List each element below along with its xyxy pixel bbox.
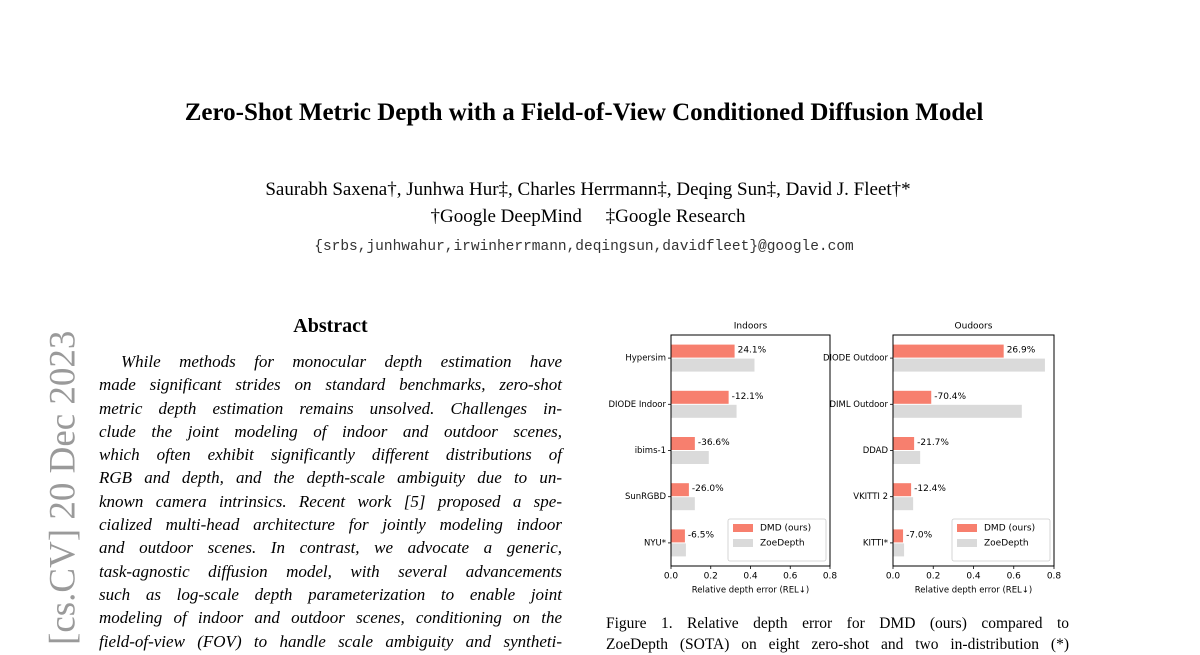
- y-tick-label: DIML Outdoor: [829, 400, 888, 410]
- y-tick-label: Hypersim: [625, 354, 666, 364]
- affiliations: †Google DeepMind ‡Google Research: [430, 206, 746, 227]
- y-tick-label: SunRGBD: [625, 492, 666, 502]
- abstract-line: modeling of indoor and outdoor scenes, c…: [99, 608, 562, 628]
- bar: [671, 437, 695, 450]
- abstract-line: such as log-scale depth parameterization…: [99, 584, 562, 604]
- bar-annotation: -7.0%: [906, 530, 933, 540]
- bar-annotation: -12.4%: [914, 484, 946, 494]
- bar: [671, 451, 709, 464]
- y-tick-label: DIODE Outdoor: [823, 354, 889, 364]
- abstract-line: While methods for monocular depth estima…: [121, 352, 562, 371]
- paper-title: Zero-Shot Metric Depth with a Field-of-V…: [184, 99, 984, 126]
- legend-label: ZoeDepth: [760, 539, 805, 549]
- bar: [893, 358, 1045, 372]
- bar: [893, 437, 915, 450]
- x-tick-label: 0.2: [926, 572, 940, 582]
- plot-frame: [670, 334, 831, 567]
- authors: Saurabh Saxena†, Junhwa Hur‡, Charles He…: [265, 179, 911, 200]
- x-tick-label: 0.8: [1047, 572, 1062, 582]
- bar: [893, 543, 905, 557]
- bar: [893, 529, 904, 543]
- y-tick-label: NYU*: [644, 538, 666, 548]
- bar-annotation: -70.4%: [934, 392, 966, 402]
- caption-line: Figure 1. Relative depth error for DMD (…: [606, 615, 1069, 632]
- legend-swatch: [733, 539, 753, 547]
- y-tick-label: KITTI*: [863, 538, 888, 548]
- legend-label: DMD (ours): [760, 524, 811, 534]
- bar: [671, 483, 689, 497]
- x-tick-label: 0.6: [783, 572, 798, 582]
- legend-label: DMD (ours): [984, 524, 1035, 534]
- x-axis-label: Relative depth error (REL↓): [915, 586, 1032, 596]
- bar: [671, 404, 737, 418]
- legend-label: ZoeDepth: [984, 539, 1029, 549]
- abstract-line: and outdoor scenes. In contrast, we advo…: [99, 538, 562, 558]
- bar: [893, 344, 1004, 358]
- abstract-line: made significant strides on standard ben…: [99, 375, 562, 395]
- abstract-line: known camera intrinsics. Recent work [5]…: [99, 491, 562, 511]
- bar-annotation: 24.1%: [738, 346, 767, 356]
- x-tick-label: 0.4: [743, 572, 758, 582]
- legend-swatch: [957, 524, 977, 532]
- y-tick-label: DIODE Indoor: [608, 400, 666, 410]
- abstract-heading: Abstract: [293, 315, 368, 337]
- x-tick-label: 0.4: [966, 572, 981, 582]
- legend-swatch: [957, 539, 977, 547]
- bar-annotation: -12.1%: [732, 392, 764, 402]
- abstract-line: field-of-view (FOV) to handle scale ambi…: [99, 631, 562, 651]
- figure-caption: Figure 1. Relative depth error for DMD (…: [606, 613, 1069, 655]
- bar-annotation: 26.9%: [1007, 346, 1036, 356]
- emails: {srbs,junhwahur,irwinherrmann,deqingsun,…: [314, 239, 854, 255]
- abstract-line: clude the joint modeling of indoor and o…: [99, 421, 562, 441]
- bar: [671, 358, 755, 372]
- chart-title: Indoors: [734, 322, 768, 332]
- x-tick-label: 0.2: [704, 572, 718, 582]
- y-tick-label: VKITTI 2: [853, 492, 888, 502]
- x-axis-label: Relative depth error (REL↓): [692, 586, 809, 596]
- bar: [893, 497, 914, 511]
- bar: [671, 344, 735, 358]
- bar-annotation: -6.5%: [688, 530, 715, 540]
- caption-line: ZoeDepth (SOTA) on eight zero-shot and t…: [606, 636, 1069, 653]
- x-tick-label: 0.8: [823, 572, 838, 582]
- abstract-line: RGB and depth, and the depth-scale ambig…: [99, 468, 562, 488]
- bar: [893, 404, 1022, 418]
- bar-annotation: -26.0%: [692, 484, 724, 494]
- bar: [893, 451, 921, 464]
- x-tick-label: 0.0: [886, 572, 901, 582]
- bar-annotation: -36.6%: [698, 438, 730, 448]
- bar: [671, 543, 686, 557]
- abstract-line: which often exhibit significantly differ…: [99, 445, 562, 465]
- abstract-line: cialized multi-head architecture for joi…: [99, 515, 562, 535]
- bar-annotation: -21.7%: [917, 438, 949, 448]
- x-tick-label: 0.0: [664, 572, 679, 582]
- y-tick-label: ibims-1: [635, 446, 666, 456]
- legend-swatch: [733, 524, 753, 532]
- abstract-line: metric depth estimation remains unsolved…: [99, 398, 562, 418]
- plot-frame: [892, 334, 1055, 567]
- bar: [671, 497, 695, 511]
- abstract-body: While methods for monocular depth estima…: [99, 350, 562, 653]
- bar: [671, 529, 685, 543]
- bar: [671, 390, 729, 404]
- x-tick-label: 0.6: [1007, 572, 1022, 582]
- y-tick-label: DDAD: [863, 446, 889, 456]
- bar: [893, 390, 932, 404]
- arxiv-stamp: [cs.CV] 20 Dec 2023: [42, 331, 83, 645]
- bar: [893, 483, 912, 497]
- abstract-line: task-agnostic diffusion model, with seve…: [99, 561, 562, 581]
- chart-title: Oudoors: [955, 322, 993, 332]
